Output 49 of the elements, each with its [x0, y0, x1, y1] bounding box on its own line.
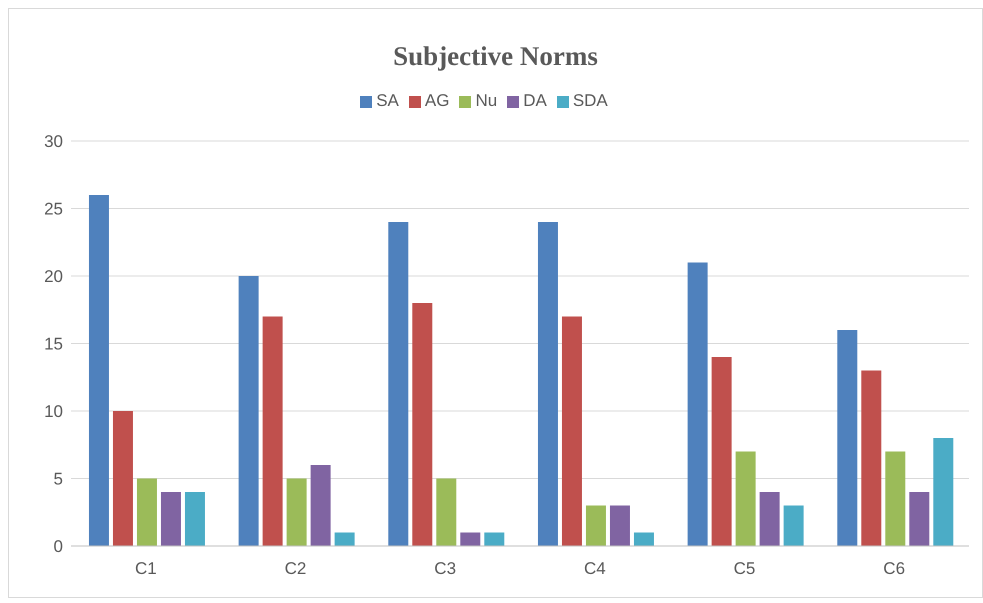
- bar: [736, 452, 756, 546]
- x-tick-label: C5: [734, 559, 756, 578]
- x-tick-label: C3: [434, 559, 456, 578]
- bar: [861, 370, 882, 546]
- bar: [412, 303, 432, 546]
- bar: [909, 492, 930, 546]
- bar: [262, 316, 283, 546]
- bar: [184, 492, 205, 546]
- y-tick-label: 15: [44, 334, 63, 354]
- y-tick-label: 20: [44, 267, 63, 286]
- bar: [334, 532, 355, 546]
- legend-label: SDA: [572, 91, 608, 110]
- bar: [634, 532, 654, 546]
- x-tick-label: C6: [883, 559, 906, 578]
- bar: [837, 330, 858, 546]
- legend-label: SA: [376, 91, 399, 110]
- y-tick-label: 5: [54, 470, 63, 489]
- bar: [238, 276, 259, 546]
- bar: [586, 506, 606, 546]
- x-tick-label: C1: [134, 559, 157, 578]
- bar: [784, 506, 804, 546]
- x-tick-label: C4: [584, 559, 606, 578]
- bar: [538, 222, 558, 546]
- bar: [436, 478, 456, 546]
- legend-label: DA: [523, 91, 547, 110]
- bar: [933, 438, 954, 546]
- bar: [760, 492, 780, 546]
- bar: [286, 478, 307, 546]
- legend-label: Nu: [475, 91, 498, 110]
- bar: [460, 532, 480, 546]
- bar: [885, 452, 906, 546]
- bar: [688, 262, 708, 546]
- bar: [388, 222, 408, 546]
- y-tick-label: 25: [44, 200, 63, 219]
- bar: [562, 316, 582, 546]
- bar: [136, 478, 157, 546]
- chart-title: Subjective Norms: [392, 40, 599, 73]
- bar: [310, 465, 331, 546]
- y-tick-label: 0: [54, 537, 63, 556]
- x-tick-label: C2: [284, 559, 306, 578]
- legend-label: AG: [424, 91, 450, 110]
- y-tick-label: 10: [44, 402, 63, 422]
- bar: [610, 506, 630, 546]
- bar: [484, 532, 504, 546]
- bar: [112, 411, 133, 546]
- bar: [160, 492, 181, 546]
- bar: [88, 195, 109, 546]
- bar: [712, 357, 732, 546]
- y-tick-label: 30: [44, 132, 63, 152]
